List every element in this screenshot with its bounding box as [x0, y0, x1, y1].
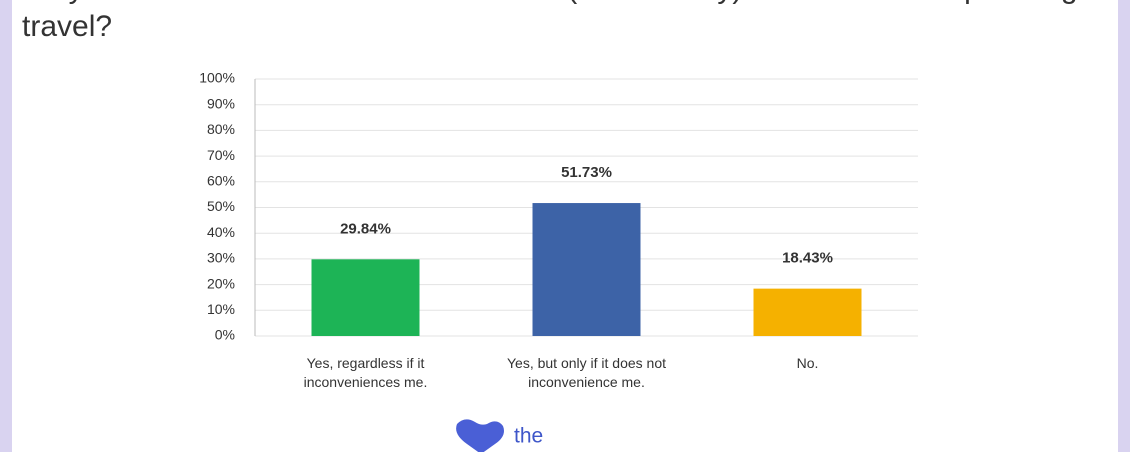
y-tick-label: 60%: [207, 173, 235, 189]
y-tick-label: 0%: [215, 327, 235, 343]
logo-icon: [456, 419, 504, 452]
y-tick-label: 90%: [207, 95, 235, 111]
x-tick-label: No.: [796, 355, 819, 371]
bar: [532, 203, 641, 336]
y-tick-label: 50%: [207, 198, 235, 214]
chart-title: Do you intend to make more sustainable (…: [22, 0, 1078, 43]
y-tick-label: 20%: [207, 275, 235, 291]
card: Do you intend to make more sustainable (…: [12, 0, 1118, 452]
bar: [753, 288, 862, 336]
logo-text: the: [514, 425, 543, 448]
y-tick-label: 70%: [207, 147, 235, 163]
value-label: 51.73%: [561, 164, 612, 181]
value-label: 18.43%: [782, 250, 833, 267]
y-tick-label: 80%: [207, 121, 235, 137]
value-label: 29.84%: [340, 220, 391, 237]
y-tick-label: 100%: [199, 70, 235, 86]
x-tick-label: Yes, regardless if it inconveniences me.: [303, 355, 428, 390]
bar: [311, 259, 420, 336]
y-tick-label: 30%: [207, 250, 235, 266]
y-tick-label: 40%: [207, 224, 235, 240]
x-tick-label: Yes, but only if it does not inconvenien…: [506, 355, 667, 390]
chart: the 0% 10% 20% 30% 40% 50% 60% 70% 80% 90% 100% 29.…: [199, 70, 918, 452]
y-tick-label: 10%: [207, 301, 235, 317]
